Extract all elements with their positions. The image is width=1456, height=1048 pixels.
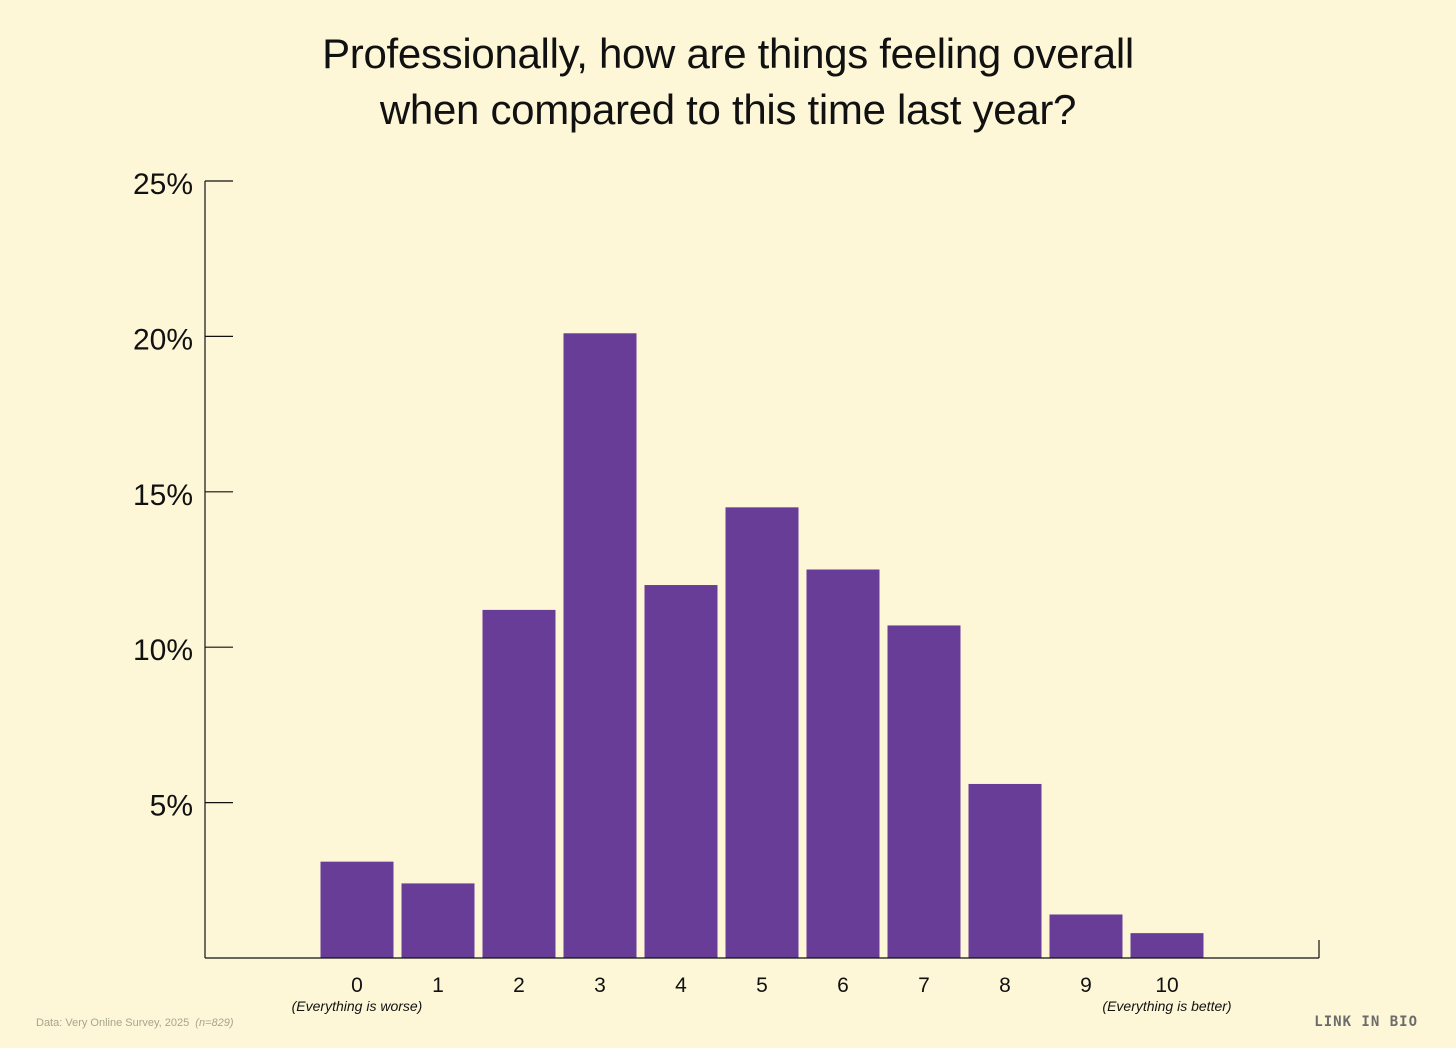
data-source-text: Data: Very Online Survey, 2025 (36, 1017, 190, 1029)
x-tick-label-9: 9 (1080, 974, 1092, 997)
y-tick-label-15: 15% (133, 479, 193, 512)
chart-title-line-1: Professionally, how are things feeling o… (322, 30, 1134, 77)
data-source-note: Data: Very Online Survey, 2025 (n=829) (36, 1017, 234, 1029)
x-tick-label-1: 1 (432, 974, 444, 997)
bar-4 (644, 585, 718, 958)
x-tick-label-7: 7 (918, 974, 930, 997)
y-tick-label-5: 5% (150, 790, 193, 823)
x-tick-label-2: 2 (513, 974, 525, 997)
chart-title: Professionally, how are things feeling o… (0, 26, 1456, 138)
y-tick-label-20: 20% (133, 323, 193, 356)
bar-9 (1049, 914, 1123, 958)
x-tick-label-5: 5 (756, 974, 768, 997)
bar-5 (725, 507, 799, 958)
bar-10 (1130, 933, 1204, 958)
y-tick-label-25: 25% (133, 168, 193, 201)
bar-2 (482, 609, 556, 958)
brand-logo: LINK IN BIO (1314, 1014, 1418, 1030)
x-tick-label-4: 4 (675, 974, 687, 997)
bar-1 (401, 883, 475, 958)
bar-7 (887, 625, 961, 958)
bar-0 (320, 861, 394, 958)
y-tick-label-10: 10% (133, 634, 193, 667)
x-tick-label-3: 3 (594, 974, 606, 997)
sample-size: (n=829) (195, 1017, 234, 1029)
annotation-everything-better: (Everything is better) (1102, 998, 1231, 1014)
bar-6 (806, 569, 880, 958)
x-tick-label-0: 0 (351, 974, 363, 997)
chart-title-line-2: when compared to this time last year? (379, 86, 1077, 133)
x-tick-label-8: 8 (999, 974, 1011, 997)
bar-8 (968, 783, 1042, 958)
x-tick-label-6: 6 (837, 974, 849, 997)
annotation-everything-worse: (Everything is worse) (292, 998, 423, 1014)
x-tick-label-10: 10 (1155, 974, 1178, 997)
bar-3 (563, 333, 637, 958)
